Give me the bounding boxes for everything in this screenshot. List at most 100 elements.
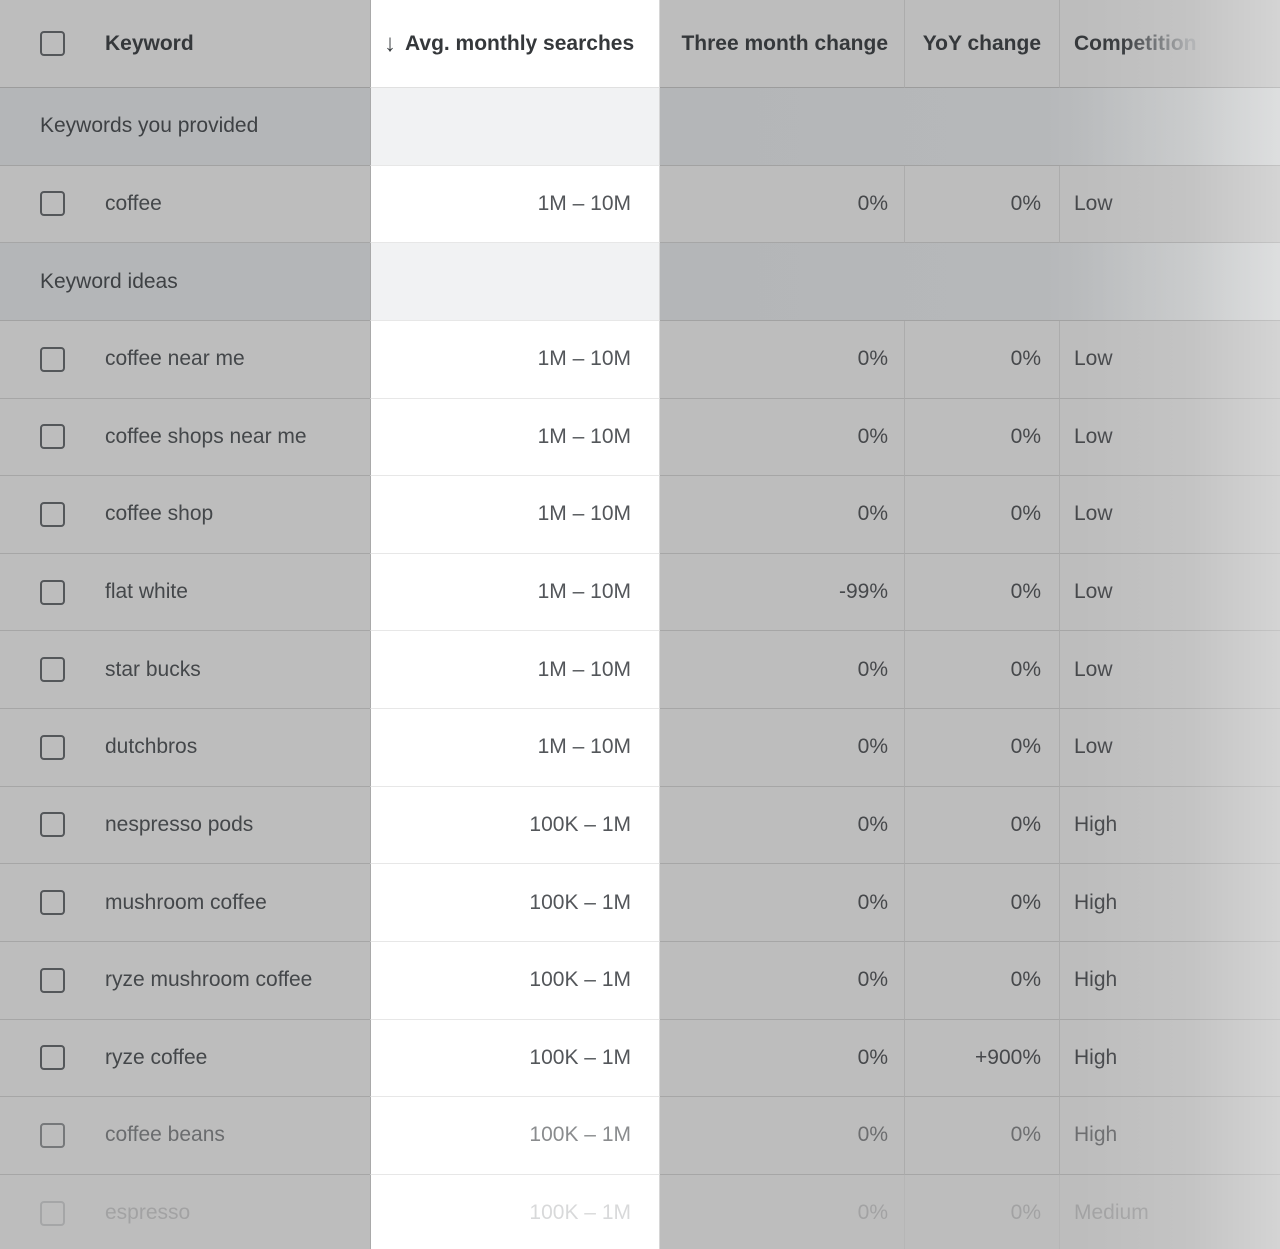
section-header-row: Keyword ideas: [0, 243, 1280, 321]
table-row: coffee shop 1M – 10M 0% 0% Low: [0, 476, 1280, 554]
table-row: flat white 1M – 10M -99% 0% Low: [0, 553, 1280, 632]
row-checkbox[interactable]: [40, 579, 65, 605]
row-checkbox[interactable]: [40, 346, 65, 372]
keyword-cell: coffee: [0, 165, 370, 244]
keyword-cell: coffee shop: [0, 476, 370, 554]
three-month-change-value: 0%: [857, 347, 888, 371]
keyword-text: nespresso pods: [105, 812, 254, 836]
keyword-cell: flat white: [0, 553, 370, 632]
three-month-change-value: 0%: [857, 1045, 888, 1069]
keyword-text: coffee shop: [105, 502, 214, 526]
row-checkbox[interactable]: [40, 657, 65, 683]
keyword-cell: mushroom coffee: [0, 864, 370, 942]
yoy-change-cell: 0%: [904, 709, 1059, 787]
table-row: nespresso pods 100K – 1M 0% 0% High: [0, 786, 1280, 865]
keyword-text: espresso: [105, 1201, 191, 1225]
column-header-three-month-change[interactable]: Three month change: [660, 0, 904, 88]
three-month-change-cell: 0%: [660, 476, 904, 554]
three-month-change-cell: 0%: [660, 631, 904, 709]
competition-cell: High: [1059, 864, 1280, 942]
section-label: Keywords you provided: [40, 114, 259, 138]
competition-cell: Low: [1059, 476, 1280, 554]
avg-monthly-searches-value: 100K – 1M: [529, 968, 631, 992]
keyword-text: mushroom coffee: [105, 890, 267, 914]
competition-value: Low: [1074, 424, 1113, 448]
avg-monthly-searches-value: 1M – 10M: [537, 580, 631, 604]
three-month-change-value: 0%: [857, 424, 888, 448]
three-month-change-value: 0%: [857, 1201, 888, 1225]
three-month-change-cell: 0%: [660, 709, 904, 787]
row-checkbox[interactable]: [40, 424, 65, 450]
row-checkbox[interactable]: [40, 890, 65, 916]
table-row: coffee beans 100K – 1M 0% 0% High: [0, 1097, 1280, 1175]
avg-monthly-searches-cell: 100K – 1M: [370, 786, 660, 865]
keyword-text: ryze mushroom coffee: [105, 968, 313, 992]
yoy-change-cell: 0%: [904, 1097, 1059, 1175]
avg-monthly-searches-cell: 1M – 10M: [370, 553, 660, 632]
competition-cell: Medium: [1059, 1174, 1280, 1249]
keyword-text: coffee: [105, 191, 162, 215]
avg-monthly-searches-cell: 100K – 1M: [370, 941, 660, 1020]
competition-column-label: Competition: [1074, 31, 1197, 55]
keyword-cell: star bucks: [0, 631, 370, 709]
row-checkbox[interactable]: [40, 1200, 65, 1226]
yoy-change-value: 0%: [1010, 502, 1041, 526]
competition-value: High: [1074, 890, 1118, 914]
competition-value: High: [1074, 968, 1118, 992]
row-checkbox[interactable]: [40, 967, 65, 993]
avg-monthly-searches-value: 1M – 10M: [537, 424, 631, 448]
row-checkbox[interactable]: [40, 501, 65, 527]
avg-monthly-searches-cell: 1M – 10M: [370, 398, 660, 477]
three-month-change-value: 0%: [857, 657, 888, 681]
competition-cell: Low: [1059, 398, 1280, 477]
three-month-change-cell: 0%: [660, 864, 904, 942]
row-checkbox[interactable]: [40, 191, 65, 217]
yoy-change-value: 0%: [1010, 347, 1041, 371]
yoy-change-value: 0%: [1010, 812, 1041, 836]
avg-monthly-searches-cell: 1M – 10M: [370, 709, 660, 787]
three-month-change-cell: 0%: [660, 941, 904, 1020]
row-checkbox[interactable]: [40, 1045, 65, 1071]
competition-value: Low: [1074, 347, 1113, 371]
column-header-keyword[interactable]: Keyword: [0, 0, 370, 88]
column-header-yoy-change[interactable]: YoY change: [904, 0, 1059, 88]
table-row: coffee near me 1M – 10M 0% 0% Low: [0, 320, 1280, 399]
avg-monthly-searches-cell: 100K – 1M: [370, 1174, 660, 1249]
competition-cell: Low: [1059, 709, 1280, 787]
keyword-text: coffee near me: [105, 347, 245, 371]
keyword-cell: espresso: [0, 1174, 370, 1249]
avg-monthly-searches-cell: 100K – 1M: [370, 1097, 660, 1175]
yoy-change-value: 0%: [1010, 580, 1041, 604]
yoy-change-value: 0%: [1010, 735, 1041, 759]
table-row: ryze mushroom coffee 100K – 1M 0% 0% High: [0, 941, 1280, 1020]
row-checkbox[interactable]: [40, 1122, 65, 1148]
yoy-change-value: 0%: [1010, 1123, 1041, 1147]
row-checkbox[interactable]: [40, 812, 65, 838]
yoy-change-cell: 0%: [904, 1174, 1059, 1249]
row-checkbox[interactable]: [40, 734, 65, 760]
yoy-change-cell: 0%: [904, 476, 1059, 554]
table-row: star bucks 1M – 10M 0% 0% Low: [0, 631, 1280, 709]
avg-monthly-searches-value: 1M – 10M: [537, 191, 631, 215]
keyword-text: coffee shops near me: [105, 424, 307, 448]
table-header-row: Keyword ↓ Avg. monthly searches Three mo…: [0, 0, 1280, 88]
three-month-change-cell: 0%: [660, 786, 904, 865]
avg-monthly-searches-cell: 1M – 10M: [370, 476, 660, 554]
competition-value: Low: [1074, 191, 1113, 215]
keyword-text: ryze coffee: [105, 1045, 208, 1069]
yoy-change-value: 0%: [1010, 657, 1041, 681]
three-month-change-cell: -99%: [660, 553, 904, 632]
three-month-change-cell: 0%: [660, 1019, 904, 1098]
sort-descending-arrow-icon: ↓: [384, 29, 396, 57]
three-month-change-value: 0%: [857, 735, 888, 759]
three-month-change-cell: 0%: [660, 1174, 904, 1249]
competition-cell: Low: [1059, 320, 1280, 399]
three-month-change-cell: 0%: [660, 165, 904, 244]
column-header-avg-monthly-searches[interactable]: ↓ Avg. monthly searches: [370, 0, 660, 88]
yoy-change-value: 0%: [1010, 1201, 1041, 1225]
column-header-competition[interactable]: Competition: [1059, 0, 1280, 88]
select-all-checkbox[interactable]: [40, 31, 65, 56]
section-header-row: Keywords you provided: [0, 88, 1280, 166]
three-month-change-column-label: Three month change: [681, 31, 888, 55]
